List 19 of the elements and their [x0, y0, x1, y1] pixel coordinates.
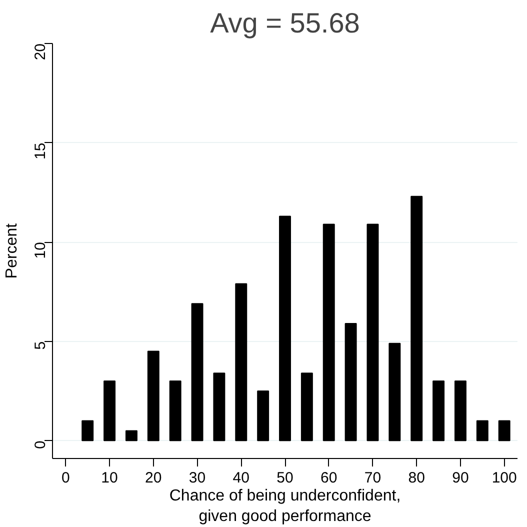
x-tick-label: 0 [61, 470, 70, 486]
x-tick-label: 40 [232, 470, 250, 486]
y-tick-label: 15 [32, 142, 49, 160]
x-tick-label: 70 [364, 470, 382, 486]
y-axis-title: Percent [4, 222, 20, 279]
chart-title: Avg = 55.68 [210, 8, 360, 38]
y-tick-label: 0 [32, 440, 49, 449]
y-tick-label: 5 [32, 341, 49, 350]
y-tick-label: 10 [32, 242, 49, 259]
x-tick-label: 30 [188, 470, 206, 486]
x-axis-title: Chance of being underconfident, given good performance [169, 488, 401, 525]
x-tick-label: 50 [276, 470, 294, 486]
x-tick-label: 90 [452, 470, 469, 486]
x-tick-label: 100 [492, 470, 517, 486]
y-tick-label: 20 [32, 43, 49, 60]
x-tick-label: 60 [320, 470, 338, 486]
x-tick-label: 10 [101, 470, 118, 486]
x-tick-label: 20 [145, 470, 162, 486]
x-tick-label: 80 [408, 470, 425, 486]
